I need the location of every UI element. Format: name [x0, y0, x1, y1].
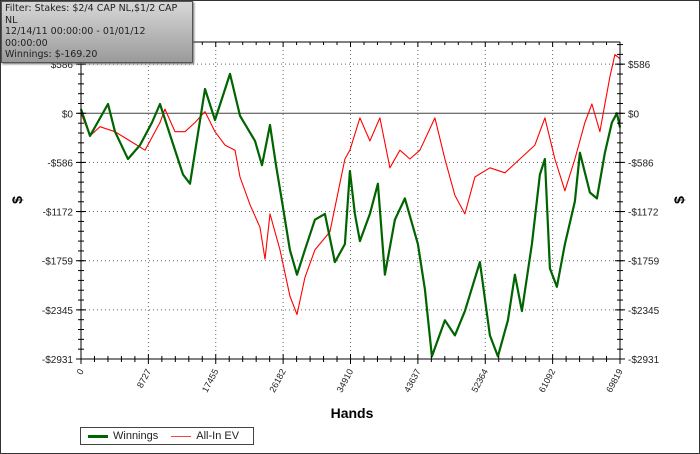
legend-label-winnings: Winnings	[113, 430, 159, 442]
series-line-all-in-ev	[80, 54, 621, 316]
filter-info-box: Filter: Stakes: $2/4 CAP NL,$1/2 CAP NL …	[1, 1, 193, 63]
series-line-winnings	[79, 72, 622, 358]
y-tick-label-right: $586	[628, 60, 651, 71]
y-axis-label-right: $	[671, 196, 687, 204]
y-tick-label-left: -$1172	[43, 208, 74, 219]
legend-swatch-winnings	[88, 434, 108, 438]
y-tick-label-left: -$1759	[42, 257, 74, 268]
x-tick-label: 69819	[604, 367, 625, 394]
y-tick-label-right: -$1759	[628, 257, 660, 268]
x-tick-label: 52364	[469, 367, 490, 394]
y-tick-label-right: -$1172	[628, 208, 659, 219]
x-tick-label: 8727	[135, 367, 153, 389]
legend-swatch-all-in-ev	[171, 435, 192, 437]
x-tick-label: 34910	[335, 367, 356, 394]
y-axis-label-left: $	[9, 196, 25, 204]
filter-stakes: Filter: Stakes: $2/4 CAP NL,$1/2 CAP NL	[5, 3, 178, 26]
filter-date-range: 12/14/11 00:00:00 - 01/01/12 00:00:00	[5, 26, 146, 49]
y-tick-label-right: $0	[628, 109, 640, 120]
x-tick-label: 17455	[200, 367, 221, 394]
grid	[81, 42, 620, 359]
x-tick-label: 26182	[267, 367, 288, 394]
legend: Winnings All-In EV	[80, 427, 255, 445]
filter-winnings: Winnings: $-169.20	[5, 49, 98, 60]
y-tick-label-left: $586	[51, 60, 74, 71]
y-tick-label-right: -$586	[628, 158, 654, 169]
y-tick-label-left: -$2345	[42, 306, 74, 317]
y-tick-label-left: $0	[62, 109, 74, 120]
x-tick-label: 43637	[402, 367, 423, 394]
series-layer	[79, 54, 622, 358]
y-tick-label-right: -$2345	[628, 306, 660, 317]
y-tick-label-right: -$2931	[628, 355, 660, 366]
y-tick-label-left: -$2931	[42, 355, 74, 366]
x-tick-label: 61092	[537, 367, 558, 394]
x-axis-label: Hands	[331, 405, 374, 421]
y-tick-label-left: -$586	[47, 158, 73, 169]
legend-label-all-in-ev: All-In EV	[196, 430, 240, 442]
x-tick-label: 0	[75, 367, 86, 376]
